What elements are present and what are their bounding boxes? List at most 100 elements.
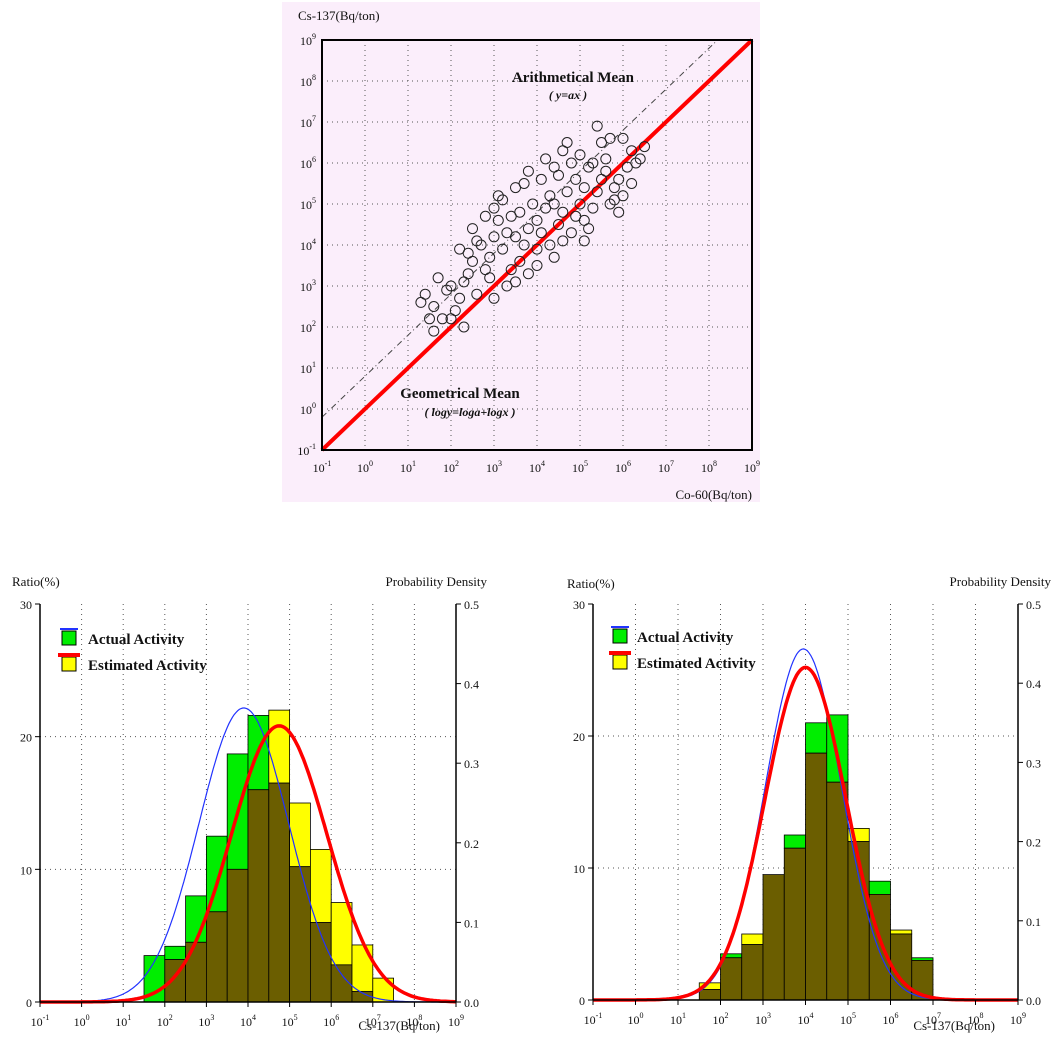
scatter-x-axis-label: Co-60(Bq/ton) — [675, 487, 752, 502]
hist-left-y-ticks: 0 10 20 30 — [20, 598, 40, 1010]
y2-tick-label: 0.4 — [464, 678, 479, 692]
estimated-activity-bar — [351, 944, 374, 992]
y2-tick-label: 0.5 — [1026, 598, 1041, 612]
scatter-x-tick-label: 106 — [615, 459, 631, 475]
scatter-point — [578, 235, 590, 247]
scatter-point — [514, 255, 526, 267]
x-tick-label: 106 — [883, 1011, 899, 1027]
scatter-point — [639, 141, 650, 153]
scatter-x-tick-label: 10-1 — [313, 459, 332, 475]
scatter-y-tick-label: 100 — [300, 401, 316, 417]
x-tick-label: 100 — [628, 1011, 644, 1027]
scatter-plot-frame — [321, 39, 753, 451]
scatter-point — [484, 251, 496, 263]
scatter-point — [424, 313, 435, 325]
x-tick-label: 101 — [115, 1013, 131, 1029]
x-tick-label: 108 — [968, 1011, 984, 1027]
y-tick-label: 30 — [20, 598, 32, 612]
overlap-bar — [205, 911, 228, 1003]
scatter-point — [531, 214, 543, 226]
hist-left-y2-axis-label: Probability Density — [386, 574, 488, 589]
scatter-point — [419, 288, 431, 300]
x-tick-label: 109 — [448, 1013, 464, 1029]
scatter-point — [454, 292, 466, 304]
scatter-point — [432, 272, 444, 284]
scatter-point — [591, 186, 603, 198]
scatter-y-tick-label: 109 — [300, 32, 316, 48]
scatter-y-tick-label: 103 — [300, 278, 316, 294]
scatter-point — [548, 251, 560, 263]
scatter-y-tick-label: 102 — [300, 319, 316, 335]
scatter-y-tick-label: 105 — [300, 196, 316, 212]
scatter-point — [613, 206, 625, 218]
scatter-point — [510, 276, 521, 288]
overlap-bar — [226, 868, 249, 1003]
y-tick-label: 30 — [573, 598, 585, 612]
scatter-y-tick-label: 107 — [300, 114, 316, 130]
y-tick-label: 0 — [579, 994, 585, 1008]
arithmetical-mean-line — [321, 39, 718, 418]
hist-right-y-axis-label: Ratio(%) — [567, 576, 615, 591]
scatter-point — [522, 268, 534, 280]
scatter-point — [510, 231, 521, 243]
scatter-x-tick-label: 104 — [529, 459, 545, 475]
scatter-point — [553, 169, 564, 181]
legend-estimated-label: Estimated Activity — [88, 658, 207, 674]
scatter-point — [634, 153, 646, 165]
y-tick-label: 0 — [26, 996, 32, 1010]
x-tick-label: 104 — [798, 1011, 814, 1027]
scatter-background — [282, 2, 760, 502]
scatter-x-tick-label: 105 — [572, 459, 588, 475]
y2-tick-label: 0.4 — [1026, 677, 1041, 691]
estimated-activity-bar — [890, 929, 913, 935]
geometrical-mean-title: Geometrical Mean — [400, 386, 520, 402]
scatter-point — [441, 284, 453, 296]
x-tick-label: 100 — [74, 1013, 90, 1029]
scatter-point — [613, 173, 625, 185]
x-tick-label: 10-1 — [584, 1011, 603, 1027]
scatter-point — [505, 264, 517, 276]
hist-right-y2-axis-label: Probability Density — [950, 574, 1052, 589]
scatter-y-ticks: 10-1 100 101 102 103 104 105 106 107 108 109 — [297, 32, 316, 458]
estimated-activity-bar — [330, 902, 353, 966]
scatter-point — [574, 149, 586, 161]
actual-density-curve — [40, 707, 456, 1003]
x-tick-label: 104 — [240, 1013, 256, 1029]
scatter-chart: Cs-137(Bq/ton) Co-60(Bq/ton) 10-1 100 101 1… — [282, 2, 760, 502]
scatter-y-tick-label: 101 — [300, 360, 316, 376]
scatter-point — [540, 153, 552, 165]
overlap-bar — [826, 781, 849, 1001]
overlap-bar — [698, 989, 721, 1001]
hist-right-x-axis-label: Cs-137(Bq/ton) — [913, 1018, 995, 1033]
overlap-bar — [185, 941, 207, 1003]
histogram-right: Ratio(%) Probability Density Cs-137(Bq/t… — [567, 574, 1052, 1033]
actual-activity-bar — [783, 834, 806, 849]
scatter-point — [544, 239, 556, 251]
scatter-point — [626, 145, 638, 157]
scatter-point — [488, 202, 500, 214]
scatter-point — [471, 235, 483, 247]
arithmetical-mean-equation: ( y=ax ) — [549, 88, 587, 102]
y2-tick-label: 0.5 — [464, 598, 479, 612]
legend-estimated-swatch — [612, 654, 628, 670]
scatter-point — [574, 198, 586, 210]
hist-right-legend: Actual Activity Estimated Activity — [609, 626, 756, 672]
x-tick-label: 102 — [157, 1013, 173, 1029]
scatter-point — [608, 194, 620, 206]
x-tick-label: 103 — [198, 1013, 214, 1029]
overlap-bar — [720, 957, 743, 1001]
actual-activity-bar — [205, 835, 228, 913]
overlap-bar — [247, 789, 270, 1003]
scatter-point — [471, 288, 483, 300]
scatter-point — [617, 132, 629, 144]
hist-left-legend: Actual Activity Estimated Activity — [58, 628, 207, 674]
scatter-point — [604, 198, 616, 210]
scatter-point — [531, 243, 543, 255]
scatter-point — [527, 198, 539, 210]
legend-estimated-label: Estimated Activity — [637, 656, 756, 672]
scatter-y-tick-label: 104 — [300, 237, 316, 253]
estimated-activity-bar — [741, 933, 764, 945]
scatter-point — [488, 292, 500, 304]
scatter-point — [561, 137, 573, 148]
x-tick-label: 107 — [365, 1013, 381, 1029]
